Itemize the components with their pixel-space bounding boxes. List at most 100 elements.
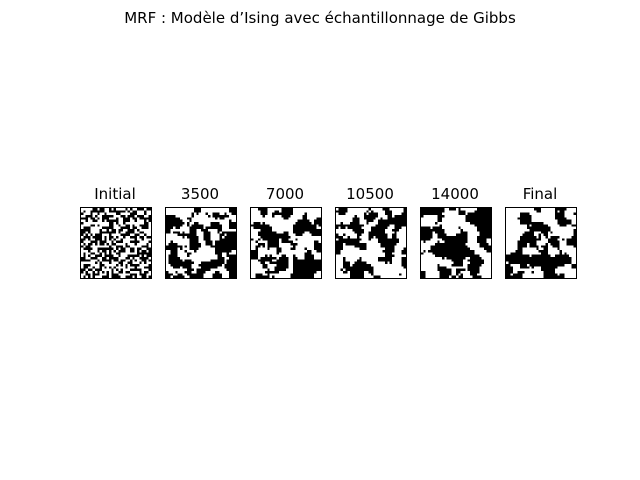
spin-cell-down (451, 243, 454, 246)
spin-cell-down (524, 259, 528, 262)
spin-cell-down (175, 259, 178, 262)
spin-cell-down (215, 243, 218, 246)
spin-cell-down (336, 252, 339, 255)
spin-cell-down (541, 224, 544, 227)
spin-cell-down (378, 224, 381, 227)
spin-cell-down (304, 271, 308, 274)
spin-cell-down (477, 238, 480, 241)
spin-cell-down (316, 231, 319, 234)
spin-cell-down (219, 226, 223, 230)
spin-cell-down (545, 236, 549, 239)
spin-cell-down (182, 266, 185, 269)
spin-cell-down (538, 250, 542, 253)
spin-cell-down (550, 259, 553, 262)
spin-cell-down (442, 247, 445, 251)
spin-cell-down (552, 240, 556, 244)
spin-cell-down (85, 264, 89, 267)
spin-cell-down (389, 217, 393, 220)
spin-cell-down (219, 250, 223, 253)
spin-cell-down (198, 210, 202, 213)
spin-cell-down (99, 264, 103, 267)
spin-cell-down (233, 275, 236, 278)
spin-cell-down (180, 264, 183, 267)
spin-cell-down (141, 224, 145, 227)
spin-cell-down (134, 226, 138, 230)
spin-cell-down (144, 224, 147, 227)
spin-cell-down (102, 264, 105, 267)
spin-cell-down (210, 245, 213, 248)
spin-cell-down (95, 257, 98, 260)
spin-cell-down (432, 229, 436, 232)
spin-cell-down (444, 245, 447, 248)
spin-cell-down (281, 261, 284, 265)
spin-cell-down (364, 268, 367, 272)
spin-cell-down (231, 210, 234, 213)
spin-cell-down (196, 271, 199, 274)
spin-cell-down (168, 261, 171, 265)
spin-cell-down (421, 252, 424, 255)
spin-cell-down (224, 247, 227, 251)
spin-cell-down (203, 233, 206, 237)
spin-cell-down (83, 243, 86, 246)
spin-cell-down (81, 231, 84, 234)
spin-cell-down (396, 215, 400, 218)
spin-cell-down (180, 261, 183, 265)
spin-cell-down (229, 257, 232, 260)
spin-cell-down (392, 233, 395, 237)
spin-cell-down (109, 261, 112, 265)
spin-cell-down (217, 257, 220, 260)
spin-cell-down (231, 247, 234, 251)
spin-cell-down (382, 243, 386, 246)
spin-cell-down (144, 212, 147, 216)
spin-cell-down (472, 273, 475, 276)
spin-cell-down (359, 243, 362, 246)
spin-cell-down (474, 212, 478, 216)
spin-cell-down (538, 226, 542, 230)
spin-cell-down (423, 275, 426, 278)
spin-cell-down (139, 224, 142, 227)
spin-cell-down (222, 243, 225, 246)
spin-cell-down (267, 240, 270, 244)
spin-cell-down (477, 257, 480, 260)
spin-cell-down (481, 212, 485, 216)
spin-cell-down (527, 224, 530, 227)
spin-cell-down (557, 275, 560, 278)
spin-cell-down (527, 238, 530, 241)
spin-cell-down (309, 275, 312, 278)
spin-cell-down (175, 257, 178, 260)
spin-cell-down (293, 231, 296, 234)
spin-cell-down (267, 268, 270, 272)
spin-cell-down (465, 250, 468, 253)
spin-cell-down (85, 217, 89, 220)
spin-cell-down (297, 271, 301, 274)
spin-cell-down (265, 266, 268, 269)
spin-cell-down (286, 240, 289, 244)
spin-cell-down (375, 275, 379, 278)
spin-cell-down (449, 268, 452, 272)
spin-cell-down (460, 259, 464, 262)
spin-cell-down (428, 210, 431, 213)
spin-cell-down (562, 215, 565, 218)
spin-cell-down (173, 264, 176, 267)
spin-cell-down (508, 273, 511, 276)
spin-cell-down (210, 222, 213, 225)
spin-cell-down (488, 236, 491, 239)
spin-cell-down (279, 250, 282, 253)
spin-cell-down (272, 215, 275, 218)
spin-cell-down (338, 240, 341, 244)
spin-cell-down (345, 271, 348, 274)
spin-cell-down (97, 212, 100, 216)
spin-cell-down (116, 245, 119, 248)
spin-cell-down (316, 233, 319, 237)
spin-cell-down (354, 245, 358, 248)
spin-cell-down (368, 219, 372, 223)
spin-cell-down (85, 247, 89, 251)
spin-cell-down (392, 245, 395, 248)
spin-cell-down (196, 222, 199, 225)
spin-cell-down (513, 259, 516, 262)
spin-cell-down (527, 259, 530, 262)
spin-cell-down (470, 212, 473, 216)
spin-cell-down (371, 229, 374, 232)
spin-cell-down (538, 264, 542, 267)
spin-cell-down (439, 215, 443, 218)
